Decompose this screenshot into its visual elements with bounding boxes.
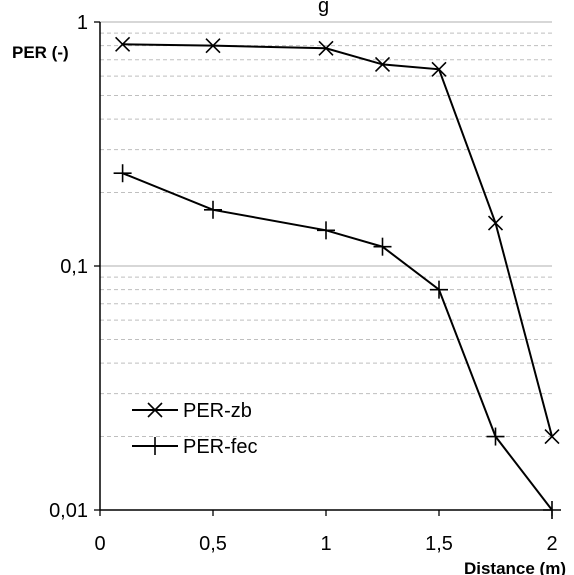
legend-marker (147, 402, 163, 418)
data-point (431, 61, 447, 77)
y-tick-label: 1 (77, 12, 88, 34)
title-fragment: g (318, 0, 329, 17)
axes (94, 21, 553, 516)
series-per-fec (113, 164, 561, 519)
series-line (122, 172, 553, 511)
y-tick-label: 0,01 (49, 500, 88, 522)
x-tick-label: 0,5 (199, 533, 227, 555)
data-point (318, 40, 334, 56)
data-point (374, 56, 391, 73)
x-tick-label: 2 (546, 533, 557, 555)
series-per-zb (115, 36, 560, 445)
x-tick-label: 1 (320, 533, 331, 555)
x-tick-label: 0 (94, 533, 105, 555)
legend: PER-zb PER-fec (132, 400, 257, 458)
x-tick-label: 1,5 (425, 533, 453, 555)
legend-label: PER-zb (183, 400, 252, 422)
x-tick-labels: 0 0,5 1 1,5 2 (94, 533, 557, 555)
data-point (544, 428, 560, 445)
y-tick-labels: 0,01 0,1 1 (49, 12, 88, 522)
y-axis-title: PER (-) (12, 43, 69, 62)
data-point (115, 36, 131, 52)
data-point (205, 38, 221, 54)
grid (100, 21, 552, 438)
series-layer (113, 36, 561, 519)
legend-label: PER-fec (183, 436, 257, 458)
x-axis-title: Distance (m) (464, 559, 566, 575)
data-point (487, 215, 504, 231)
series-line (122, 43, 553, 437)
y-tick-label: 0,1 (60, 256, 88, 278)
